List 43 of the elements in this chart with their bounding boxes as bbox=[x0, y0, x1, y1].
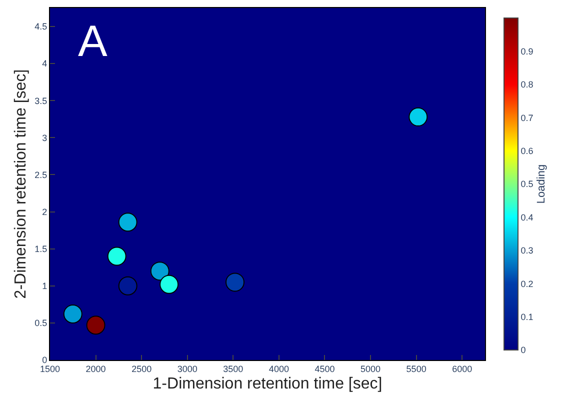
y-axis-title: 2-Dimension retention time [sec] bbox=[12, 69, 30, 299]
x-axis-title: 1-Dimension retention time [sec] bbox=[152, 376, 382, 392]
x-tick-label: 4500 bbox=[314, 364, 335, 374]
y-tick-label: 2.5 bbox=[34, 170, 48, 180]
color-bar-label: 0.1 bbox=[520, 312, 534, 322]
color-bar-label: 0.9 bbox=[520, 46, 534, 56]
point bbox=[118, 212, 138, 232]
x-tick-label: 3000 bbox=[177, 364, 198, 374]
point bbox=[86, 316, 106, 335]
point bbox=[408, 107, 428, 126]
color-bar-label: 0.2 bbox=[520, 278, 534, 289]
x-tick-label: 3500 bbox=[223, 364, 244, 374]
point bbox=[160, 274, 179, 294]
y-tick-label: 4.5 bbox=[34, 22, 48, 32]
color-bar-label: 0.5 bbox=[520, 179, 534, 190]
x-tick-label: 4000 bbox=[268, 364, 289, 374]
y-tick-label: 1 bbox=[42, 281, 48, 292]
x-tick-label: 1500 bbox=[40, 364, 60, 374]
y-tick-label: 0.5 bbox=[34, 318, 48, 328]
y-tick-label: 1.5 bbox=[34, 244, 48, 254]
color-bar-label: 0.7 bbox=[520, 112, 534, 123]
x-tick-label: 2000 bbox=[86, 364, 106, 374]
color-bar-label: 0.3 bbox=[520, 246, 534, 256]
color-bar-label: 0.6 bbox=[520, 146, 534, 156]
point bbox=[150, 262, 170, 281]
color-bar-title: Loading bbox=[535, 164, 548, 204]
point bbox=[63, 304, 82, 324]
point bbox=[226, 272, 244, 292]
y-tick-label: 4 bbox=[42, 58, 48, 69]
annotation: A bbox=[78, 17, 108, 66]
point bbox=[107, 246, 126, 266]
x-tick-label: 2500 bbox=[132, 364, 152, 374]
x-tick-label: 5500 bbox=[406, 364, 426, 374]
point bbox=[118, 276, 138, 296]
y-tick-label: 2 bbox=[42, 206, 48, 217]
color-bar-label: 0.4 bbox=[520, 212, 534, 222]
x-tick-label: 6000 bbox=[452, 364, 472, 374]
y-tick-label: 3 bbox=[42, 132, 48, 143]
color-bar-label: 0 bbox=[520, 345, 526, 356]
y-tick-label: 0 bbox=[42, 355, 48, 366]
y-tick-label: 3.5 bbox=[34, 96, 48, 106]
color-bar-label: 0.8 bbox=[520, 80, 534, 90]
x-tick-label: 5000 bbox=[360, 364, 381, 374]
